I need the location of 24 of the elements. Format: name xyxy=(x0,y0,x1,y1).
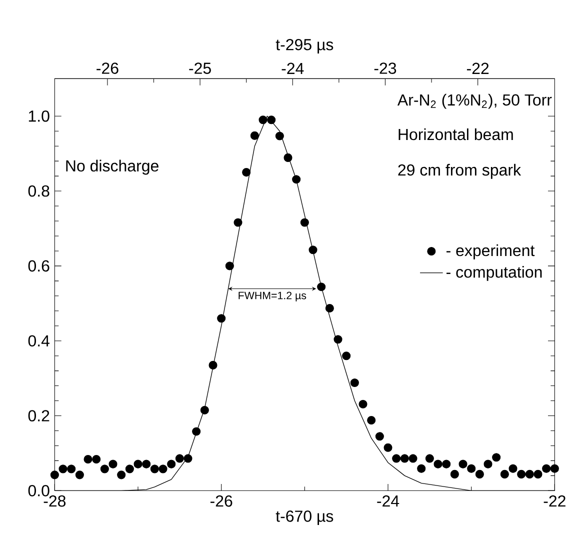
x2-tick-label: -23 xyxy=(374,62,396,74)
x-tick-label: -24 xyxy=(377,495,400,507)
x2-tick-label: -26 xyxy=(96,62,118,74)
annotation: No discharge xyxy=(66,160,158,175)
annotation: 29 cm from spark xyxy=(398,164,522,179)
x-tick-label: -22 xyxy=(544,495,566,507)
x-tick-label: -26 xyxy=(210,495,232,507)
y-tick-label: 1.0 xyxy=(28,110,50,122)
legend-label: - computation xyxy=(446,266,542,281)
x2-tick-label: -24 xyxy=(282,62,304,74)
y-tick-label: 0.2 xyxy=(28,410,50,422)
y-tick-label: 0.6 xyxy=(28,260,50,272)
x2-axis-title: t-295 µs xyxy=(276,38,334,54)
legend-label: - experiment xyxy=(446,244,535,260)
x2-tick-label: -25 xyxy=(189,62,211,74)
y-tick-label: 0.8 xyxy=(28,185,50,197)
annotation: Horizontal beam xyxy=(398,128,513,140)
y-tick-label: 0.0 xyxy=(28,485,50,496)
annotation: Ar-N$_{2}$ (1%N$_{2}$), 50 Torr xyxy=(397,94,552,109)
x-axis-title: t-670 µs xyxy=(276,510,334,526)
annotation: FWHM=1.2 µs xyxy=(238,292,306,302)
y-tick-label: 0.4 xyxy=(28,335,50,347)
x2-tick-label: -22 xyxy=(466,62,489,74)
x-tick-label: -28 xyxy=(44,495,66,507)
